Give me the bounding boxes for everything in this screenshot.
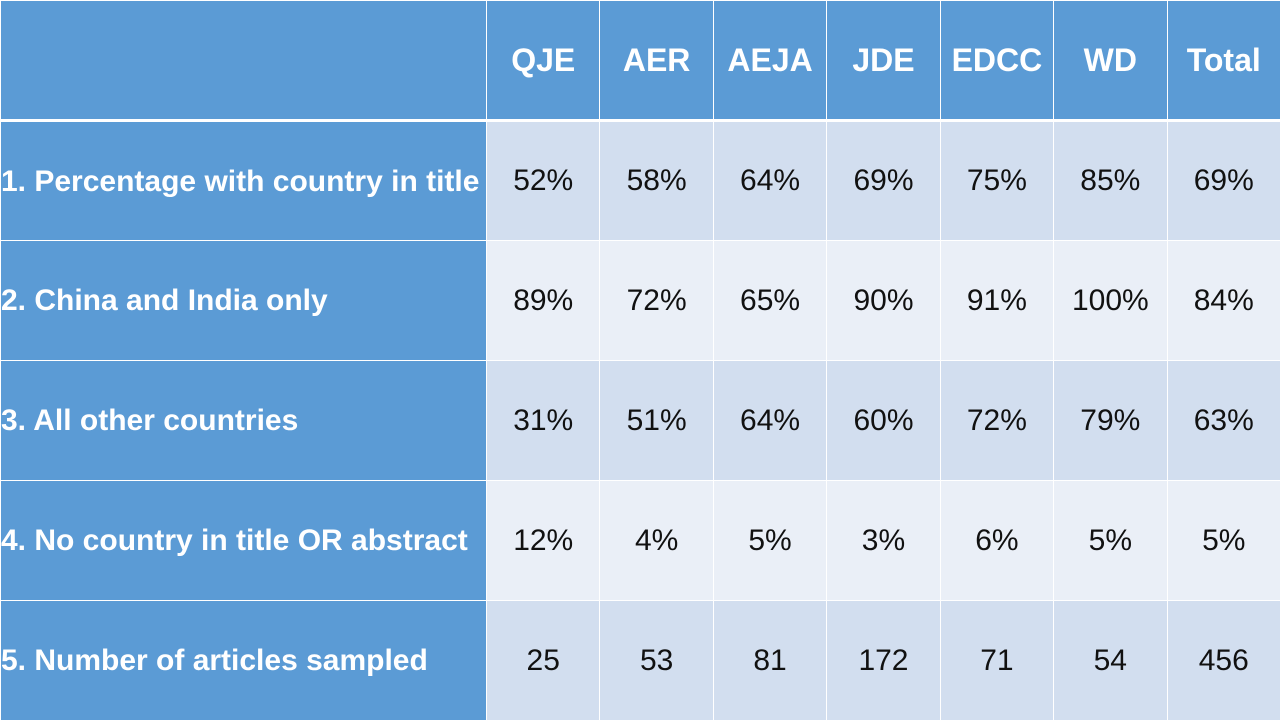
table-cell: 90% [827, 241, 940, 361]
table-cell: 12% [487, 481, 600, 601]
table-cell: 51% [600, 361, 713, 481]
table-cell: 5% [713, 481, 826, 601]
column-header-wd: WD [1054, 1, 1167, 121]
table-cell: 64% [713, 361, 826, 481]
table-cell: 72% [600, 241, 713, 361]
table-corner-cell [1, 1, 487, 121]
table-cell: 69% [1167, 121, 1280, 241]
table-cell: 54 [1054, 601, 1167, 721]
table-cell: 53 [600, 601, 713, 721]
table-cell: 72% [940, 361, 1053, 481]
table-header-row: QJE AER AEJA JDE EDCC WD Total [1, 1, 1280, 121]
column-header-jde: JDE [827, 1, 940, 121]
row-label: 2. China and India only [1, 241, 487, 361]
table-cell: 4% [600, 481, 713, 601]
column-header-qje: QJE [487, 1, 600, 121]
table-row: 1. Percentage with country in title 52% … [1, 121, 1280, 241]
table-cell: 79% [1054, 361, 1167, 481]
table-cell: 100% [1054, 241, 1167, 361]
table-cell: 84% [1167, 241, 1280, 361]
column-header-total: Total [1167, 1, 1280, 121]
table-cell: 25 [487, 601, 600, 721]
table-cell: 456 [1167, 601, 1280, 721]
column-header-edcc: EDCC [940, 1, 1053, 121]
table-row: 4. No country in title OR abstract 12% 4… [1, 481, 1280, 601]
table-row: 3. All other countries 31% 51% 64% 60% 7… [1, 361, 1280, 481]
row-label: 4. No country in title OR abstract [1, 481, 487, 601]
table-cell: 5% [1054, 481, 1167, 601]
table-cell: 75% [940, 121, 1053, 241]
column-header-aer: AER [600, 1, 713, 121]
table-cell: 6% [940, 481, 1053, 601]
table-cell: 65% [713, 241, 826, 361]
table-cell: 31% [487, 361, 600, 481]
table-row: 2. China and India only 89% 72% 65% 90% … [1, 241, 1280, 361]
table-cell: 85% [1054, 121, 1167, 241]
table-cell: 60% [827, 361, 940, 481]
table-cell: 91% [940, 241, 1053, 361]
table-cell: 58% [600, 121, 713, 241]
row-label: 3. All other countries [1, 361, 487, 481]
table-cell: 3% [827, 481, 940, 601]
column-header-aeja: AEJA [713, 1, 826, 121]
table-cell: 71 [940, 601, 1053, 721]
table-cell: 81 [713, 601, 826, 721]
table-cell: 69% [827, 121, 940, 241]
table-cell: 89% [487, 241, 600, 361]
table-cell: 64% [713, 121, 826, 241]
table-cell: 63% [1167, 361, 1280, 481]
row-label: 1. Percentage with country in title [1, 121, 487, 241]
table-cell: 52% [487, 121, 600, 241]
row-label: 5. Number of articles sampled [1, 601, 487, 721]
table-cell: 5% [1167, 481, 1280, 601]
table-row: 5. Number of articles sampled 25 53 81 1… [1, 601, 1280, 721]
table-cell: 172 [827, 601, 940, 721]
